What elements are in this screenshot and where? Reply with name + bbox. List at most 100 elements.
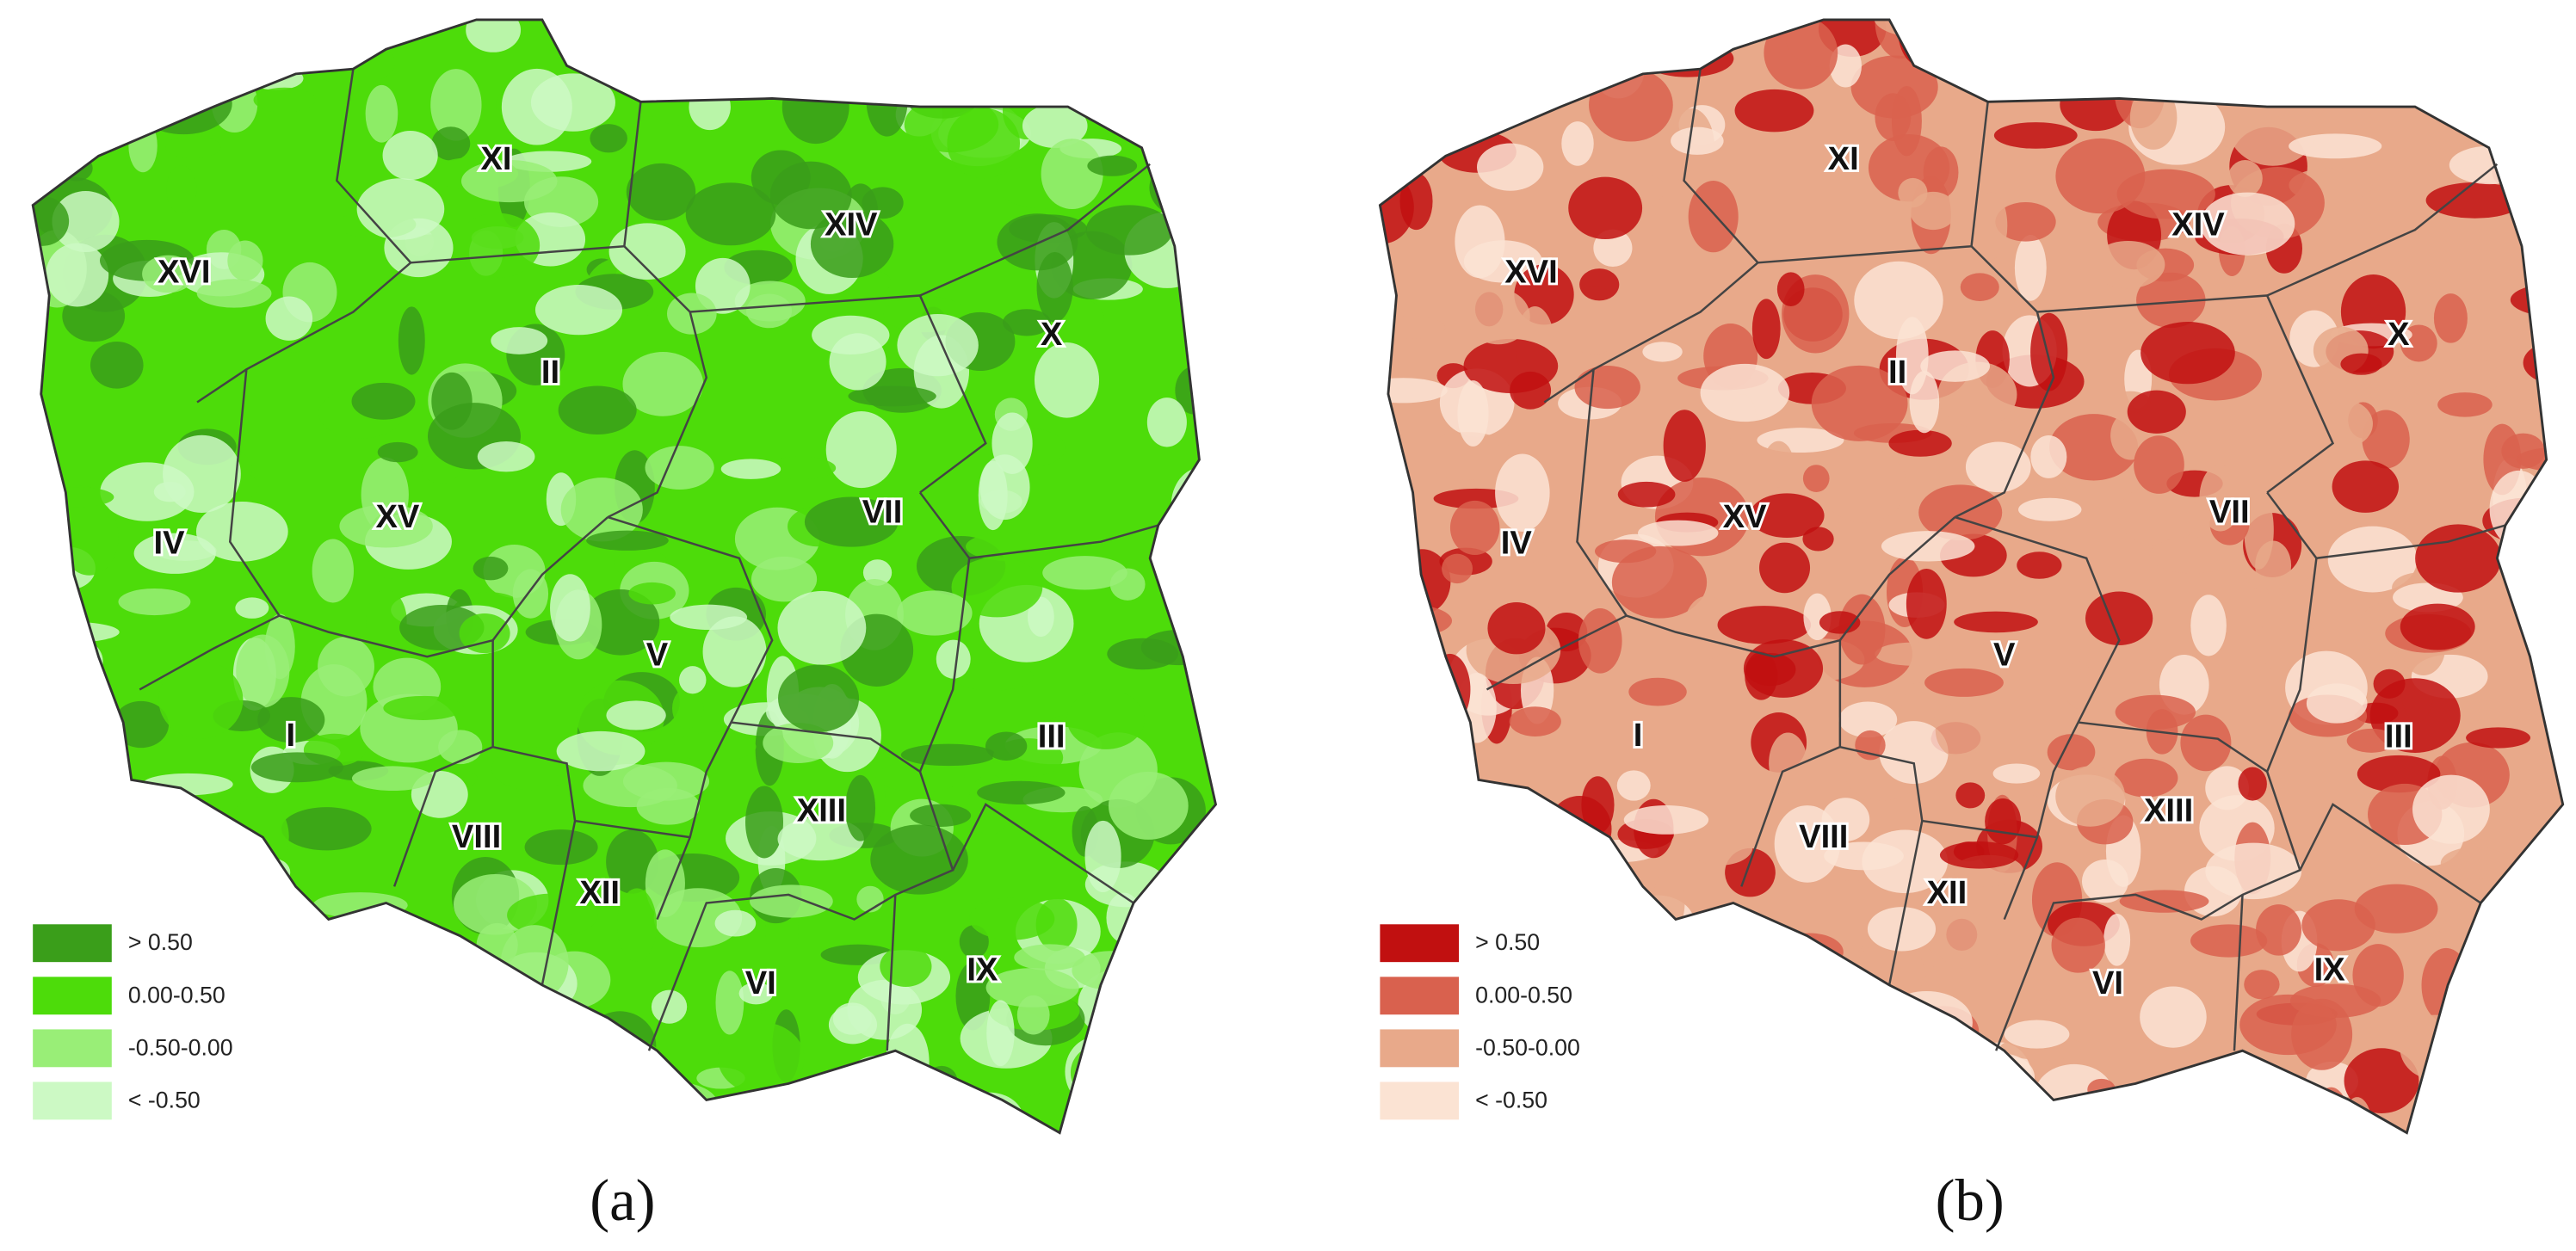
municipality-patch bbox=[617, 888, 658, 962]
municipality-patch bbox=[763, 456, 837, 480]
municipality-patch bbox=[1107, 638, 1179, 670]
municipality-patch bbox=[2340, 353, 2382, 375]
municipality-patch bbox=[1700, 363, 1790, 422]
municipality-patch bbox=[714, 909, 757, 937]
region-border bbox=[279, 516, 609, 658]
municipality-patch bbox=[1714, 1067, 1788, 1119]
municipality-patch bbox=[33, 676, 92, 708]
municipality-patch bbox=[196, 279, 272, 308]
municipality-patch bbox=[1166, 94, 1195, 139]
municipality-patch bbox=[1611, 545, 1708, 619]
municipality-patch bbox=[501, 68, 572, 145]
municipality-patch bbox=[33, 56, 79, 118]
municipality-patch bbox=[628, 582, 676, 605]
municipality-patch bbox=[318, 637, 374, 697]
municipality-patch bbox=[1565, 286, 1623, 355]
municipality-patch bbox=[1965, 441, 2031, 493]
municipality-patch bbox=[1159, 1081, 1195, 1133]
region-label: XIII bbox=[797, 792, 846, 829]
municipality-patch bbox=[898, 54, 926, 96]
municipality-patch bbox=[1022, 103, 1088, 148]
municipality-patch bbox=[352, 1088, 451, 1133]
municipality-patch bbox=[1820, 447, 1907, 523]
municipality-patch bbox=[626, 163, 696, 221]
municipality-patch bbox=[2402, 353, 2500, 402]
region-label: XIV bbox=[825, 206, 878, 243]
municipality-patch bbox=[1380, 316, 1446, 339]
municipality-patch bbox=[1619, 952, 1699, 1019]
municipality-patch bbox=[2472, 976, 2511, 1026]
region-label: VI bbox=[745, 964, 776, 1001]
municipality-patch bbox=[1818, 1104, 1900, 1126]
municipality-patch bbox=[187, 831, 252, 907]
region-label: VII bbox=[2209, 493, 2250, 530]
municipality-patch bbox=[1579, 268, 1620, 301]
municipality-patch bbox=[886, 1023, 930, 1100]
municipality-patch bbox=[491, 747, 574, 791]
municipality-patch bbox=[966, 532, 1054, 562]
municipality-patch bbox=[1659, 1040, 1693, 1112]
municipality-patch bbox=[33, 19, 66, 36]
municipality-patch bbox=[1538, 932, 1631, 980]
region-label: X bbox=[2388, 316, 2410, 353]
municipality-patch bbox=[1421, 432, 1514, 480]
municipality-patch bbox=[67, 754, 124, 821]
municipality-patch bbox=[2004, 1020, 2070, 1049]
municipality-patch bbox=[2103, 914, 2131, 966]
municipality-patch bbox=[1108, 771, 1189, 840]
municipality-patch bbox=[862, 187, 904, 219]
municipality-patch bbox=[1642, 342, 1683, 362]
municipality-patch bbox=[59, 498, 119, 576]
region-border bbox=[1922, 819, 2038, 839]
municipality-patch bbox=[1675, 1049, 1724, 1113]
municipality-patch bbox=[130, 30, 164, 91]
municipality-patch bbox=[158, 661, 244, 739]
municipality-patch bbox=[2314, 53, 2402, 99]
municipality-patch bbox=[366, 589, 407, 653]
municipality-patch bbox=[636, 787, 700, 825]
municipality-patch bbox=[1995, 201, 2056, 242]
municipality-patch bbox=[2190, 924, 2268, 958]
municipality-patch bbox=[900, 743, 997, 767]
municipality-patch bbox=[856, 885, 884, 913]
municipality-patch bbox=[866, 63, 908, 137]
municipality-patch bbox=[985, 968, 1079, 1008]
municipality-patch bbox=[1727, 969, 1817, 1033]
municipality-patch bbox=[2018, 497, 2082, 521]
municipality-patch bbox=[1734, 89, 1814, 132]
municipality-patch bbox=[1135, 1062, 1164, 1133]
municipality-patch bbox=[118, 588, 191, 616]
municipality-patch bbox=[1421, 27, 1464, 99]
region-border bbox=[607, 245, 708, 519]
municipality-patch bbox=[1635, 176, 1666, 202]
region-label: IX bbox=[967, 952, 998, 989]
municipality-patch bbox=[483, 1053, 570, 1131]
municipality-patch bbox=[1888, 429, 1952, 457]
municipality-patch bbox=[1134, 884, 1208, 938]
municipality-patch bbox=[986, 1000, 1015, 1067]
municipality-patch bbox=[2011, 19, 2049, 34]
municipality-patch bbox=[2441, 1003, 2514, 1044]
municipality-patch bbox=[1663, 410, 1706, 482]
municipality-patch bbox=[750, 884, 833, 918]
municipality-patch bbox=[1960, 273, 1999, 302]
municipality-patch bbox=[2054, 1110, 2130, 1133]
municipality-patch bbox=[2433, 293, 2468, 343]
municipality-patch bbox=[179, 19, 248, 63]
municipality-patch bbox=[339, 504, 433, 548]
region-border bbox=[1954, 245, 2055, 519]
municipality-patch bbox=[738, 982, 774, 1005]
municipality-patch bbox=[2437, 392, 2493, 417]
municipality-patch bbox=[2051, 917, 2105, 973]
municipality-patch bbox=[593, 1039, 671, 1114]
municipality-patch bbox=[165, 135, 221, 158]
municipality-patch bbox=[904, 96, 999, 153]
region-border bbox=[392, 640, 494, 887]
region-label: XI bbox=[480, 140, 511, 177]
region-label: II bbox=[1888, 354, 1906, 391]
municipality-patch bbox=[1066, 689, 1145, 749]
municipality-patch bbox=[2291, 998, 2353, 1070]
municipality-patch bbox=[825, 1082, 912, 1133]
municipality-patch bbox=[2055, 138, 2146, 214]
municipality-patch bbox=[1603, 929, 1702, 986]
